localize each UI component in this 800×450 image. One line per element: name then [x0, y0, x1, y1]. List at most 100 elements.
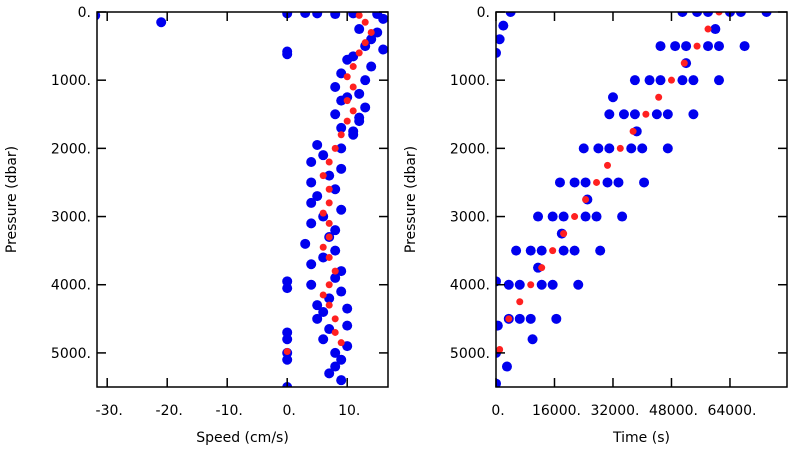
data-point [325, 233, 333, 241]
data-point [607, 92, 618, 103]
data-point [538, 264, 546, 272]
data-point [306, 177, 317, 188]
data-point [677, 12, 688, 17]
data-point [325, 301, 333, 309]
data-point [593, 178, 601, 186]
y-axis-label: Pressure (dbar) [403, 146, 419, 253]
data-point [361, 18, 369, 26]
data-point [330, 225, 341, 236]
data-point [549, 247, 557, 255]
data-point [667, 76, 675, 84]
data-point [591, 211, 602, 222]
data-point [637, 143, 648, 154]
data-point [547, 211, 558, 222]
data-point [655, 93, 663, 101]
data-point [617, 211, 628, 222]
data-point [336, 266, 347, 277]
data-point [496, 320, 503, 331]
data-point [336, 204, 347, 215]
y-tick-label: 1000. [450, 73, 490, 89]
data-point [642, 110, 650, 118]
data-point [331, 328, 339, 336]
data-point [325, 219, 333, 227]
data-point [354, 24, 365, 35]
data-point [662, 109, 673, 120]
data-point [602, 177, 613, 188]
data-point [312, 12, 323, 19]
data-point [312, 191, 323, 202]
data-point [496, 378, 501, 387]
data-point [283, 348, 291, 356]
data-point [710, 24, 721, 35]
x-tick-label: 16000. [532, 403, 581, 419]
x-tick-label: 10. [338, 403, 360, 419]
y-tick-label: 1000. [51, 73, 91, 89]
data-point [715, 12, 723, 16]
data-point [343, 73, 351, 81]
y-tick-label: 5000. [450, 346, 490, 362]
data-point [325, 185, 333, 193]
data-point [525, 245, 536, 256]
data-point [503, 279, 514, 290]
data-point [318, 150, 329, 161]
data-point [343, 97, 351, 105]
data-point [282, 49, 293, 60]
x-axis-label: Time (s) [612, 430, 670, 446]
data-point [516, 298, 524, 306]
data-point [319, 243, 327, 251]
data-point [580, 177, 591, 188]
data-point [569, 177, 580, 188]
data-point [735, 12, 746, 17]
x-tick-label: -30. [96, 403, 123, 419]
data-point [551, 313, 562, 324]
data-point [337, 339, 345, 347]
data-point [306, 218, 317, 229]
data-point [349, 63, 357, 71]
data-point [355, 49, 363, 57]
data-point [306, 157, 317, 167]
data-point [348, 126, 359, 137]
x-tick-label: 32000. [590, 403, 639, 419]
data-point [330, 245, 341, 256]
panel-clip [496, 12, 772, 387]
data-point [349, 83, 357, 91]
data-point [319, 209, 327, 217]
x-tick-label: 64000. [707, 403, 756, 419]
data-point [342, 320, 353, 331]
data-point [496, 34, 505, 45]
data-point [739, 41, 750, 52]
data-point [498, 20, 509, 31]
data-point [618, 109, 629, 120]
data-point [306, 259, 317, 270]
data-point [366, 61, 377, 72]
y-tick-label: 4000. [51, 278, 91, 294]
y-tick-label: 3000. [450, 210, 490, 226]
data-point [527, 334, 538, 345]
data-point [604, 161, 612, 169]
data-point [536, 245, 547, 256]
data-point [651, 109, 662, 120]
plot-frame [96, 11, 389, 388]
data-point [761, 12, 772, 17]
data-point [324, 368, 335, 379]
data-point [330, 361, 341, 372]
data-point [337, 131, 345, 139]
data-point [714, 41, 725, 52]
data-point [330, 12, 341, 20]
data-point [505, 315, 513, 323]
data-point [554, 177, 565, 188]
data-point [325, 253, 333, 261]
data-point [331, 315, 339, 323]
data-point [558, 245, 569, 256]
data-point [613, 177, 624, 188]
data-point [336, 68, 347, 79]
y-tick-label: 2000. [450, 141, 490, 157]
data-point [330, 184, 341, 195]
x-axis-label: Speed (cm/s) [196, 430, 289, 446]
data-point [318, 307, 329, 317]
data-point [282, 334, 293, 345]
data-point [496, 276, 501, 287]
data-point [496, 346, 504, 353]
data-point [533, 211, 544, 222]
data-point [578, 143, 589, 154]
